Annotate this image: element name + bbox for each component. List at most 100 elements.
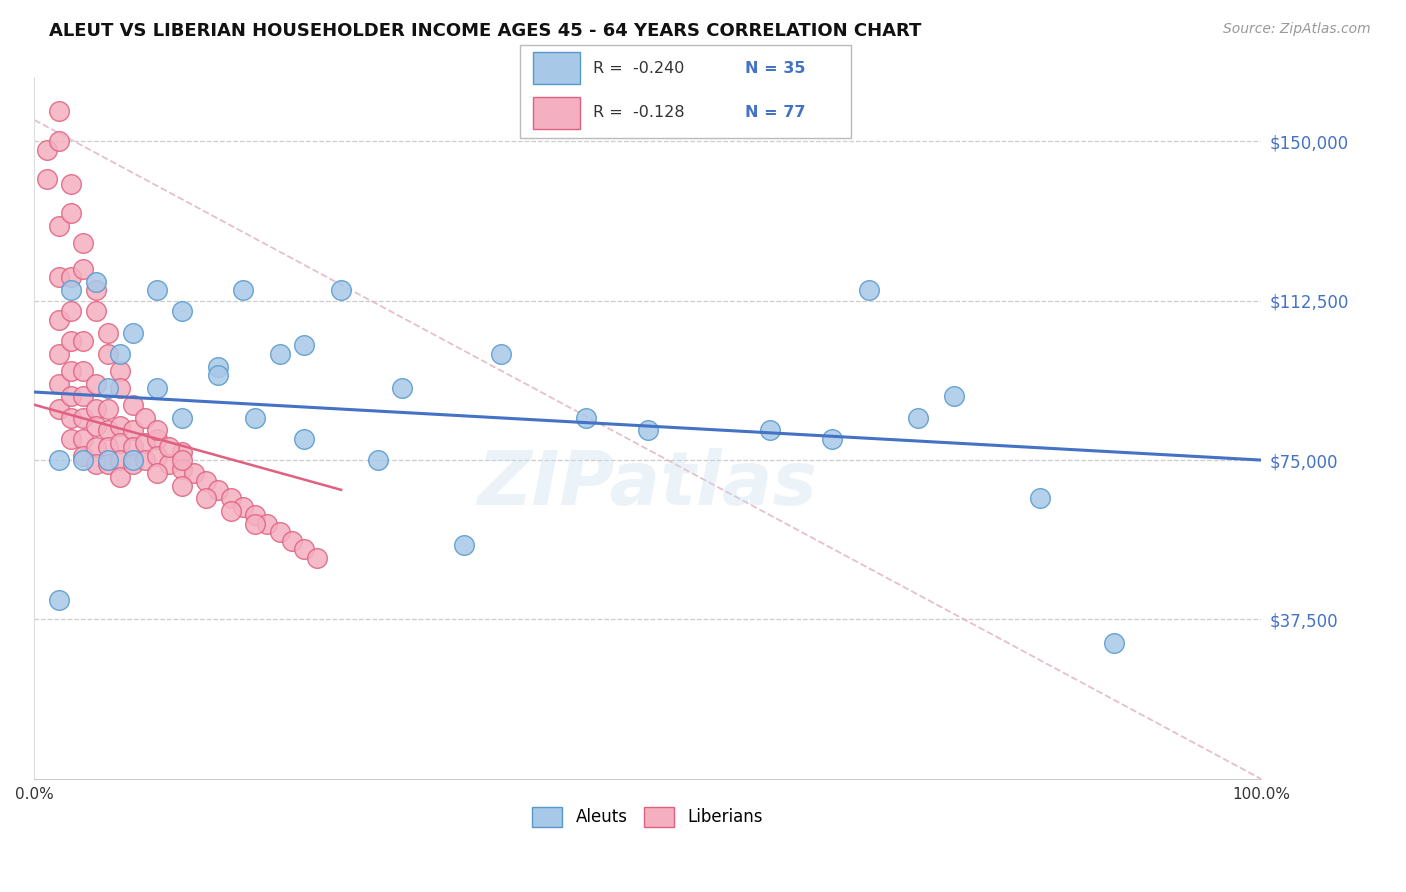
Point	[72, 334, 94, 348]
Point	[170, 410, 193, 425]
Point	[207, 368, 229, 382]
Point	[134, 436, 156, 450]
Point	[60, 206, 83, 220]
Point	[121, 398, 143, 412]
Point	[146, 466, 169, 480]
FancyBboxPatch shape	[520, 45, 851, 138]
Text: R =  -0.128: R = -0.128	[593, 105, 685, 120]
Point	[72, 432, 94, 446]
Point	[110, 436, 132, 450]
Point	[84, 304, 107, 318]
Point	[1029, 491, 1052, 506]
Point	[60, 283, 83, 297]
Point	[281, 533, 304, 548]
Point	[367, 453, 389, 467]
Point	[60, 389, 83, 403]
Point	[134, 410, 156, 425]
Text: ALEUT VS LIBERIAN HOUSEHOLDER INCOME AGES 45 - 64 YEARS CORRELATION CHART: ALEUT VS LIBERIAN HOUSEHOLDER INCOME AGE…	[49, 22, 921, 40]
Point	[72, 364, 94, 378]
Point	[219, 491, 242, 506]
Point	[232, 283, 254, 297]
Point	[97, 423, 120, 437]
Point	[170, 444, 193, 458]
Point	[170, 453, 193, 467]
Point	[821, 432, 844, 446]
Point	[256, 516, 278, 531]
Text: Source: ZipAtlas.com: Source: ZipAtlas.com	[1223, 22, 1371, 37]
Point	[84, 440, 107, 454]
Point	[170, 461, 193, 475]
Point	[97, 326, 120, 340]
Point	[35, 143, 58, 157]
Point	[97, 440, 120, 454]
Point	[292, 542, 315, 557]
Point	[146, 449, 169, 463]
Point	[330, 283, 353, 297]
Point	[292, 432, 315, 446]
Point	[97, 381, 120, 395]
Point	[759, 423, 782, 437]
Point	[146, 381, 169, 395]
Point	[146, 283, 169, 297]
Point	[305, 550, 328, 565]
Point	[84, 402, 107, 417]
Point	[72, 453, 94, 467]
Point	[943, 389, 966, 403]
Point	[110, 419, 132, 434]
Text: N = 35: N = 35	[745, 61, 806, 76]
Point	[72, 389, 94, 403]
Text: R =  -0.240: R = -0.240	[593, 61, 685, 76]
Point	[121, 453, 143, 467]
Point	[60, 334, 83, 348]
Point	[84, 275, 107, 289]
Point	[269, 347, 291, 361]
FancyBboxPatch shape	[533, 52, 579, 84]
Point	[48, 453, 70, 467]
Point	[207, 483, 229, 497]
Point	[84, 419, 107, 434]
Point	[170, 304, 193, 318]
Point	[48, 347, 70, 361]
Point	[48, 312, 70, 326]
Point	[391, 381, 413, 395]
Point	[146, 423, 169, 437]
Point	[170, 478, 193, 492]
Legend: Aleuts, Liberians: Aleuts, Liberians	[526, 800, 770, 834]
Point	[72, 449, 94, 463]
Point	[97, 347, 120, 361]
Point	[134, 453, 156, 467]
Point	[195, 491, 218, 506]
Point	[157, 458, 180, 472]
Point	[110, 364, 132, 378]
Point	[60, 410, 83, 425]
Point	[575, 410, 598, 425]
Point	[110, 347, 132, 361]
Point	[292, 338, 315, 352]
Point	[232, 500, 254, 514]
Point	[48, 219, 70, 234]
Text: N = 77: N = 77	[745, 105, 806, 120]
Point	[146, 432, 169, 446]
Point	[453, 538, 475, 552]
Point	[48, 376, 70, 391]
Point	[60, 177, 83, 191]
Point	[84, 283, 107, 297]
Point	[84, 376, 107, 391]
Point	[48, 134, 70, 148]
Text: ZIPatlas: ZIPatlas	[478, 448, 818, 521]
Point	[72, 261, 94, 276]
Point	[60, 304, 83, 318]
Point	[60, 270, 83, 285]
FancyBboxPatch shape	[533, 97, 579, 129]
Point	[110, 381, 132, 395]
Point	[1102, 636, 1125, 650]
Point	[110, 470, 132, 484]
Point	[60, 364, 83, 378]
Point	[121, 440, 143, 454]
Point	[60, 432, 83, 446]
Point	[207, 359, 229, 374]
Point	[157, 440, 180, 454]
Point	[489, 347, 512, 361]
Point	[48, 593, 70, 607]
Point	[72, 410, 94, 425]
